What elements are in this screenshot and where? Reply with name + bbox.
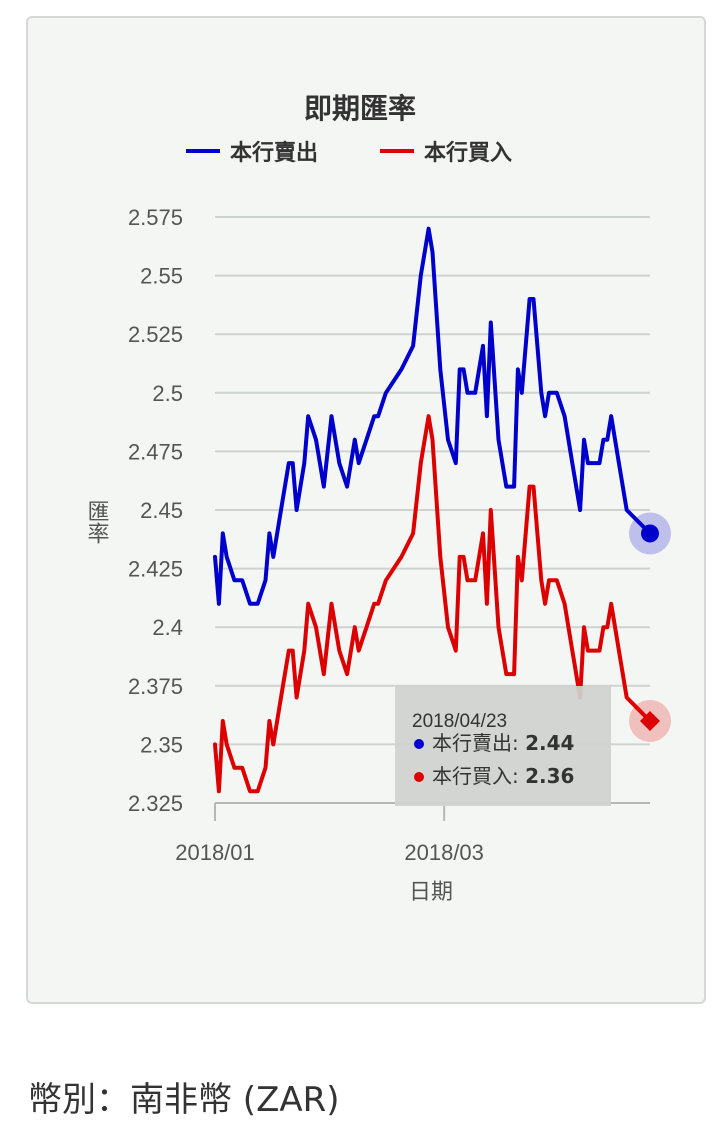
hover-markers xyxy=(629,512,671,742)
x-axis-ticks: 2018/01 2018/03 xyxy=(175,803,484,865)
y-tick-label: 2.55 xyxy=(140,264,183,289)
x-tick-label: 2018/03 xyxy=(404,840,484,865)
currency-separator: ： xyxy=(96,1080,130,1120)
y-axis-ticks: 2.575 2.55 2.525 2.5 2.475 2.45 2.425 2.4 2.375 2… xyxy=(128,205,183,816)
tooltip-series-name: 本行買入 xyxy=(432,764,512,788)
legend-label-sell[interactable]: 本行賣出 xyxy=(230,140,318,166)
series-line-buy xyxy=(213,414,652,794)
y-tick-label: 2.5 xyxy=(152,381,183,406)
chart-legend: 本行賣出 本行買入 xyxy=(186,140,512,166)
tooltip-dot xyxy=(414,772,424,782)
y-tick-label: 2.475 xyxy=(128,439,183,464)
tooltip-separator: : xyxy=(512,764,525,788)
tooltip-background xyxy=(395,686,611,806)
tooltip-row: 本行賣出: 2.44 xyxy=(432,731,574,755)
chart-gridlines xyxy=(215,216,650,804)
y-tick-label: 2.45 xyxy=(140,498,183,523)
currency-value: 南非幣 (ZAR) xyxy=(130,1080,340,1120)
y-tick-label: 2.425 xyxy=(128,557,183,582)
tooltip-value: 2.36 xyxy=(525,764,574,788)
tooltip-date: 2018/04/23 xyxy=(412,711,507,732)
currency-info: 幣別：南非幣 (ZAR) xyxy=(28,1072,340,1121)
chart-series xyxy=(213,226,652,794)
chart-title: 即期匯率 xyxy=(304,92,416,125)
exchange-rate-chart: 即期匯率 本行賣出 本行買入 2.5752.552.5252.52.4752.45… xyxy=(84,92,671,905)
y-axis-label-text: 匯率 xyxy=(84,500,109,544)
y-tick-label: 2.35 xyxy=(140,732,183,757)
chart-tooltip: 2018/04/23 本行賣出: 2.44 本行買入: 2.36 xyxy=(395,686,611,806)
tooltip-series-name: 本行賣出 xyxy=(432,731,512,755)
y-tick-label: 2.325 xyxy=(128,791,183,816)
tooltip-value: 2.44 xyxy=(525,731,574,755)
tooltip-row: 本行買入: 2.36 xyxy=(432,764,574,788)
hover-point-buy[interactable] xyxy=(640,710,660,731)
x-tick-label: 2018/01 xyxy=(175,840,255,865)
tooltip-separator: : xyxy=(512,731,525,755)
y-tick-label: 2.4 xyxy=(152,615,183,640)
tooltip-dot xyxy=(414,739,424,749)
x-axis-label: 日期 xyxy=(409,880,453,905)
currency-label: 幣別 xyxy=(28,1080,96,1120)
y-tick-label: 2.375 xyxy=(128,674,183,699)
hover-point-sell[interactable] xyxy=(641,524,659,543)
y-axis-label: 匯率 xyxy=(84,500,109,544)
legend-label-buy[interactable]: 本行買入 xyxy=(424,140,512,166)
y-tick-label: 2.575 xyxy=(128,205,183,230)
series-line-sell xyxy=(213,226,652,606)
y-tick-label: 2.525 xyxy=(128,322,183,347)
